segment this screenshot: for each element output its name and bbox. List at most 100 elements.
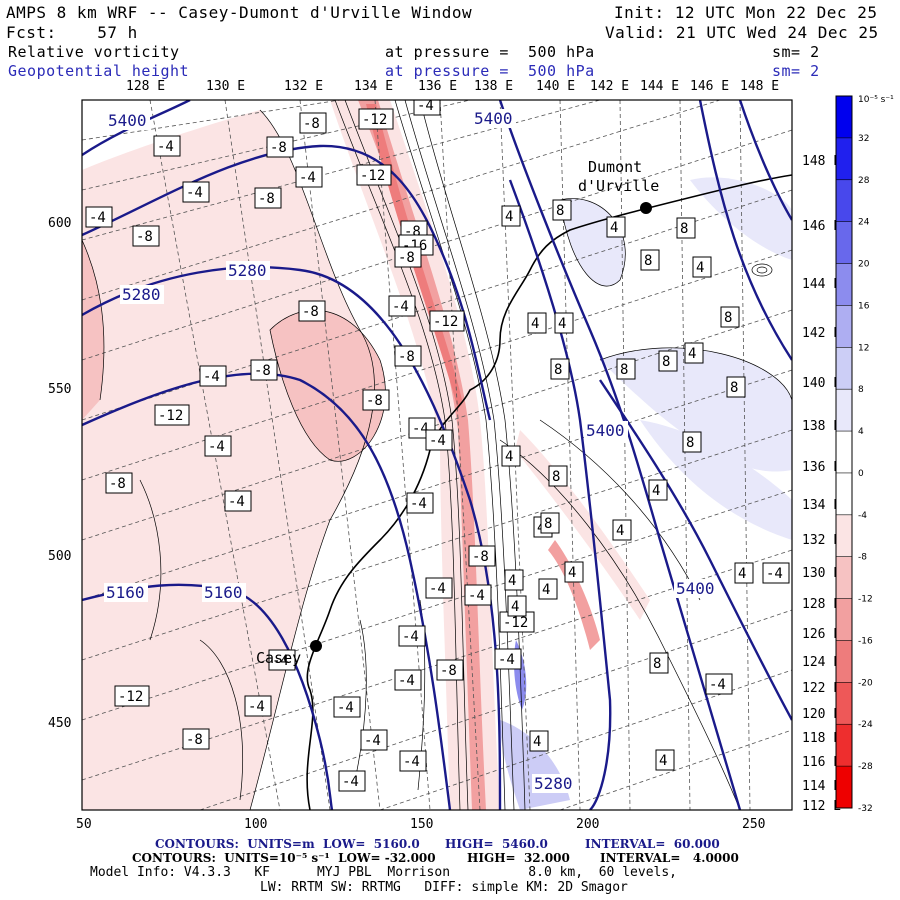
footer-height-contours: CONTOURS: UNITS=m LOW= 5160.0: [155, 837, 420, 851]
colorbar-swatch: [836, 305, 852, 348]
vorticity-label: -8: [136, 229, 153, 245]
vorticity-label: -12: [118, 689, 143, 705]
vorticity-label-box: [182, 181, 210, 203]
vorticity-label-box: [529, 730, 549, 752]
vorticity-label: -4: [709, 677, 726, 693]
footer-model-info: Model Info: V4.3.3 KF MYJ PBL Morrison 8…: [90, 865, 677, 880]
colorbar-label: -32: [858, 804, 873, 814]
vorticity-label-box: [360, 729, 388, 751]
vort-neg-west-edge: [82, 240, 104, 420]
vorticity-label: -4: [498, 652, 515, 668]
footer-vort-high: HIGH= 32.000: [467, 851, 570, 865]
vorticity-label: -12: [433, 314, 458, 330]
colorbar-swatch: [836, 347, 852, 390]
vorticity-label: -4: [272, 653, 289, 669]
vorticity-label: 4: [688, 346, 696, 362]
vorticity-label-box: [552, 199, 572, 221]
colorbar-swatch: [836, 431, 852, 473]
colorbar-label: 16: [858, 301, 870, 311]
vorticity-label-box: [616, 358, 636, 380]
height-label: 5400: [676, 579, 715, 598]
colorbar: 32 28 24 20 16 12 8 4 0 -4 -8 -12 -16 -20 -24 -28 -32: [835, 95, 873, 814]
vorticity-label: 4: [568, 565, 576, 581]
vorticity-label-box: [356, 164, 392, 186]
vorticity-label-box: [501, 445, 521, 467]
y-tick-label-group: 600 550 500 450: [48, 216, 71, 731]
top-lon-label: 138 E: [474, 79, 513, 94]
vorticity-label: 8: [644, 253, 652, 269]
right-lon-label: 132 E: [802, 533, 841, 548]
vorticity-label-box: [436, 659, 464, 681]
top-lon-label: 142 E: [590, 79, 629, 94]
height-label-bg: [532, 774, 576, 793]
model-title: AMPS 8 km WRF -- Casey-Dumont d'Urville …: [6, 3, 473, 22]
right-lon-label: 138 E: [802, 419, 841, 434]
vorticity-label-box: [676, 217, 696, 239]
vorticity-label: 8: [680, 221, 688, 237]
vorticity-label: -4: [89, 210, 106, 226]
vort-pos-east2: [640, 420, 792, 540]
plot-frame: [81, 99, 793, 811]
colorbar-swatch: [836, 556, 852, 599]
footer-height-interval: INTERVAL= 60.000: [585, 837, 720, 851]
height-label: 5400: [108, 111, 147, 130]
vorticity-label: -4: [429, 433, 446, 449]
vorticity-label-box: [362, 389, 390, 411]
height-label: 5280: [228, 261, 267, 280]
vorticity-label-box: [612, 519, 632, 541]
vorticity-label-box: [550, 358, 570, 380]
vorticity-label-box: [182, 728, 210, 750]
vorticity-label: -4: [392, 299, 409, 315]
vorticity-label-box: [762, 562, 790, 584]
top-lon-label: 130 E: [206, 79, 245, 94]
colorbar-swatch: [836, 514, 852, 557]
vorticity-label: -4: [410, 496, 427, 512]
vorticity-label-box: [254, 187, 282, 209]
colorbar-label: 24: [858, 218, 870, 228]
height-label-bg: [202, 583, 246, 602]
vorticity-label: -8: [270, 140, 287, 156]
footer-physics-info: LW: RRTM SW: RRTMG DIFF: simple KM: 2D S…: [260, 880, 628, 895]
y-tick-label: 450: [48, 716, 71, 731]
vorticity-label: -8: [109, 476, 126, 492]
vorticity-label: 8: [554, 362, 562, 378]
field2-smoothing: sm= 2: [772, 62, 820, 80]
vorticity-label: -8: [398, 349, 415, 365]
vorticity-label: 4: [696, 260, 704, 276]
vorticity-label-box: [204, 435, 232, 457]
right-lon-label: 134 E: [802, 498, 841, 513]
right-lon-label: 122 E: [802, 681, 841, 696]
vorticity-label-box: [648, 479, 668, 501]
vorticity-label-box: [358, 108, 394, 130]
x-tick-label: 250: [742, 817, 765, 832]
y-tick-label: 500: [48, 549, 71, 564]
vorticity-label: -4: [248, 699, 265, 715]
vorticity-label: -4: [186, 185, 203, 201]
footer-vort-contours: CONTOURS: UNITS=10⁻⁵ s⁻¹ LOW= -32.000: [132, 851, 436, 865]
x-tick-label-group: 50 100 150 200 250: [76, 817, 765, 832]
vorticity-label: 4: [505, 449, 513, 465]
vorticity-label-box: [105, 472, 133, 494]
vorticity-label-box: [295, 166, 323, 188]
height-label-bg: [106, 111, 150, 130]
colorbar-swatch: [836, 137, 852, 180]
vorticity-label: -8: [302, 304, 319, 320]
right-lon-label: 114 E: [802, 779, 841, 794]
vorticity-label-box: [658, 350, 678, 372]
height-label: 5280: [534, 774, 573, 793]
field1-smoothing: sm= 2: [772, 43, 820, 61]
colorbar-label: -12: [858, 595, 873, 605]
vorticity-label-box: [734, 562, 754, 584]
forecast-hour: Fcst: 57 h: [6, 23, 138, 42]
right-lon-label: 136 E: [802, 460, 841, 475]
field2-level: at pressure = 500 hPa: [385, 62, 595, 80]
height-label: 5400: [586, 421, 625, 440]
height-label-bg: [104, 583, 148, 602]
vorticity-label-box: [268, 649, 296, 671]
top-lon-label: 128 E: [126, 79, 165, 94]
vorticity-contours: [82, 100, 792, 810]
vorticity-label-box: [705, 673, 733, 695]
vorticity-label: -8: [303, 116, 320, 132]
vorticity-label: 4: [542, 582, 550, 598]
coastline: [306, 174, 792, 810]
